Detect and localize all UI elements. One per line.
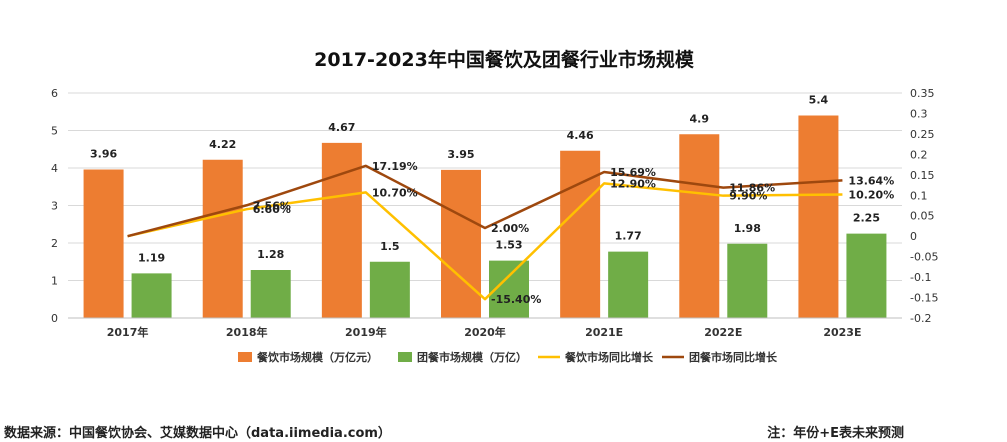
bar: [727, 243, 768, 318]
legend: 餐饮市场规模（万亿元） 团餐市场规模（万亿） 餐饮市场同比增长 团餐市场同比增长: [238, 350, 778, 364]
line-data-label: 10.20%: [848, 188, 894, 201]
chart: 2017-2023年中国餐饮及团餐行业市场规模 0123456-0.2-0.15…: [51, 48, 938, 364]
y-right-tick: 0.35: [910, 87, 935, 100]
x-tick: 2018年: [226, 325, 268, 339]
y-right-tick: 0: [910, 230, 917, 243]
bar: [202, 159, 243, 318]
line-data-label: 6.60%: [253, 203, 291, 216]
line-data-label: 17.19%: [372, 160, 418, 173]
data-labels: 3.96 4.22 4.67 3.95 4.46 4.9 5.4 1.19 1.28 1.5 1.5…: [90, 94, 894, 307]
y-left-tick: 2: [51, 237, 58, 250]
line-data-label: 2.00%: [491, 222, 529, 235]
bar-data-label: 5.4: [809, 94, 829, 107]
x-tick: 2023E: [823, 326, 861, 339]
source-note: 数据来源：中国餐饮协会、艾媒数据中心（data.iimedia.com）: [4, 426, 391, 441]
x-tick: 2017年: [107, 325, 149, 339]
line-data-label: 12.90%: [610, 177, 656, 190]
y-left-tick: 1: [51, 275, 58, 288]
legend-swatch: [238, 352, 252, 362]
legend-label: 团餐市场规模（万亿）: [417, 350, 527, 364]
bar: [798, 115, 839, 318]
line-data-label: 10.70%: [372, 186, 418, 199]
bars: [83, 115, 887, 318]
bar: [83, 169, 124, 318]
chart-title: 2017-2023年中国餐饮及团餐行业市场规模: [314, 48, 695, 71]
y-left-tick: 4: [51, 162, 58, 175]
y-left-tick: 3: [51, 200, 58, 213]
bar-data-label: 2.25: [853, 212, 880, 225]
series-line: [127, 182, 843, 301]
y-left-tick: 0: [51, 312, 58, 325]
bar-data-label: 1.5: [380, 240, 400, 253]
bar: [441, 169, 481, 318]
bar-data-label: 4.46: [567, 129, 594, 142]
bar: [560, 150, 601, 318]
bar-data-label: 1.77: [615, 230, 642, 243]
line-data-label: 11.86%: [729, 182, 775, 195]
legend-label: 餐饮市场规模（万亿元）: [256, 350, 378, 364]
line-data-label: 13.64%: [848, 174, 894, 187]
legend-label: 团餐市场同比增长: [689, 350, 778, 364]
line-data-label: -15.40%: [491, 293, 541, 306]
bar-data-label: 1.98: [734, 222, 761, 235]
bar: [369, 261, 410, 318]
y-right-tick: 0.3: [910, 107, 928, 120]
y-right-tick: 0.15: [910, 169, 935, 182]
x-tick: 2020年: [464, 325, 506, 339]
grid: [68, 92, 902, 319]
bar-data-label: 3.96: [90, 148, 117, 161]
line-data-label: 15.69%: [610, 166, 656, 179]
lines: [127, 164, 843, 301]
bar-data-label: 1.28: [257, 248, 284, 261]
bar: [846, 233, 887, 318]
x-tick: 2022E: [704, 326, 742, 339]
y-right-tick: 0.25: [910, 128, 935, 141]
forecast-note: 注：年份+E表未来预测: [767, 426, 904, 441]
bar-data-label: 4.67: [328, 121, 355, 134]
y-left-tick: 5: [51, 125, 58, 138]
legend-swatch: [398, 352, 412, 362]
x-tick: 2021E: [585, 326, 623, 339]
bar-data-label: 4.22: [209, 138, 236, 151]
legend-label: 餐饮市场同比增长: [564, 350, 654, 364]
y-left-tick: 6: [51, 87, 58, 100]
bar-data-label: 1.53: [495, 239, 522, 252]
y-right-tick: -0.1: [910, 271, 931, 284]
bar-data-label: 1.19: [138, 251, 165, 264]
y-right-tick: 0.05: [910, 210, 935, 223]
bar-data-label: 3.95: [447, 148, 474, 161]
bar: [131, 273, 172, 318]
bar-data-label: 4.9: [690, 112, 710, 125]
bar: [250, 270, 291, 318]
y-right-tick: 0.2: [910, 148, 928, 161]
axes: 0 1 2 3 4 5 6 -0.2 -0.15 -0.1 -0.05 0 0.05 0.1 0.15 0.2…: [51, 87, 938, 339]
y-right-tick: 0.1: [910, 189, 928, 202]
bar: [608, 251, 649, 318]
line-data-label: 9.90%: [729, 190, 767, 203]
bar: [679, 134, 720, 318]
y-right-tick: -0.05: [910, 251, 938, 264]
y-right-tick: -0.15: [910, 292, 938, 305]
y-right-tick: -0.2: [910, 312, 931, 325]
line-data-label: 7.56%: [253, 199, 291, 212]
bar: [321, 142, 362, 318]
x-tick: 2019年: [345, 325, 387, 339]
series-line: [127, 164, 843, 238]
